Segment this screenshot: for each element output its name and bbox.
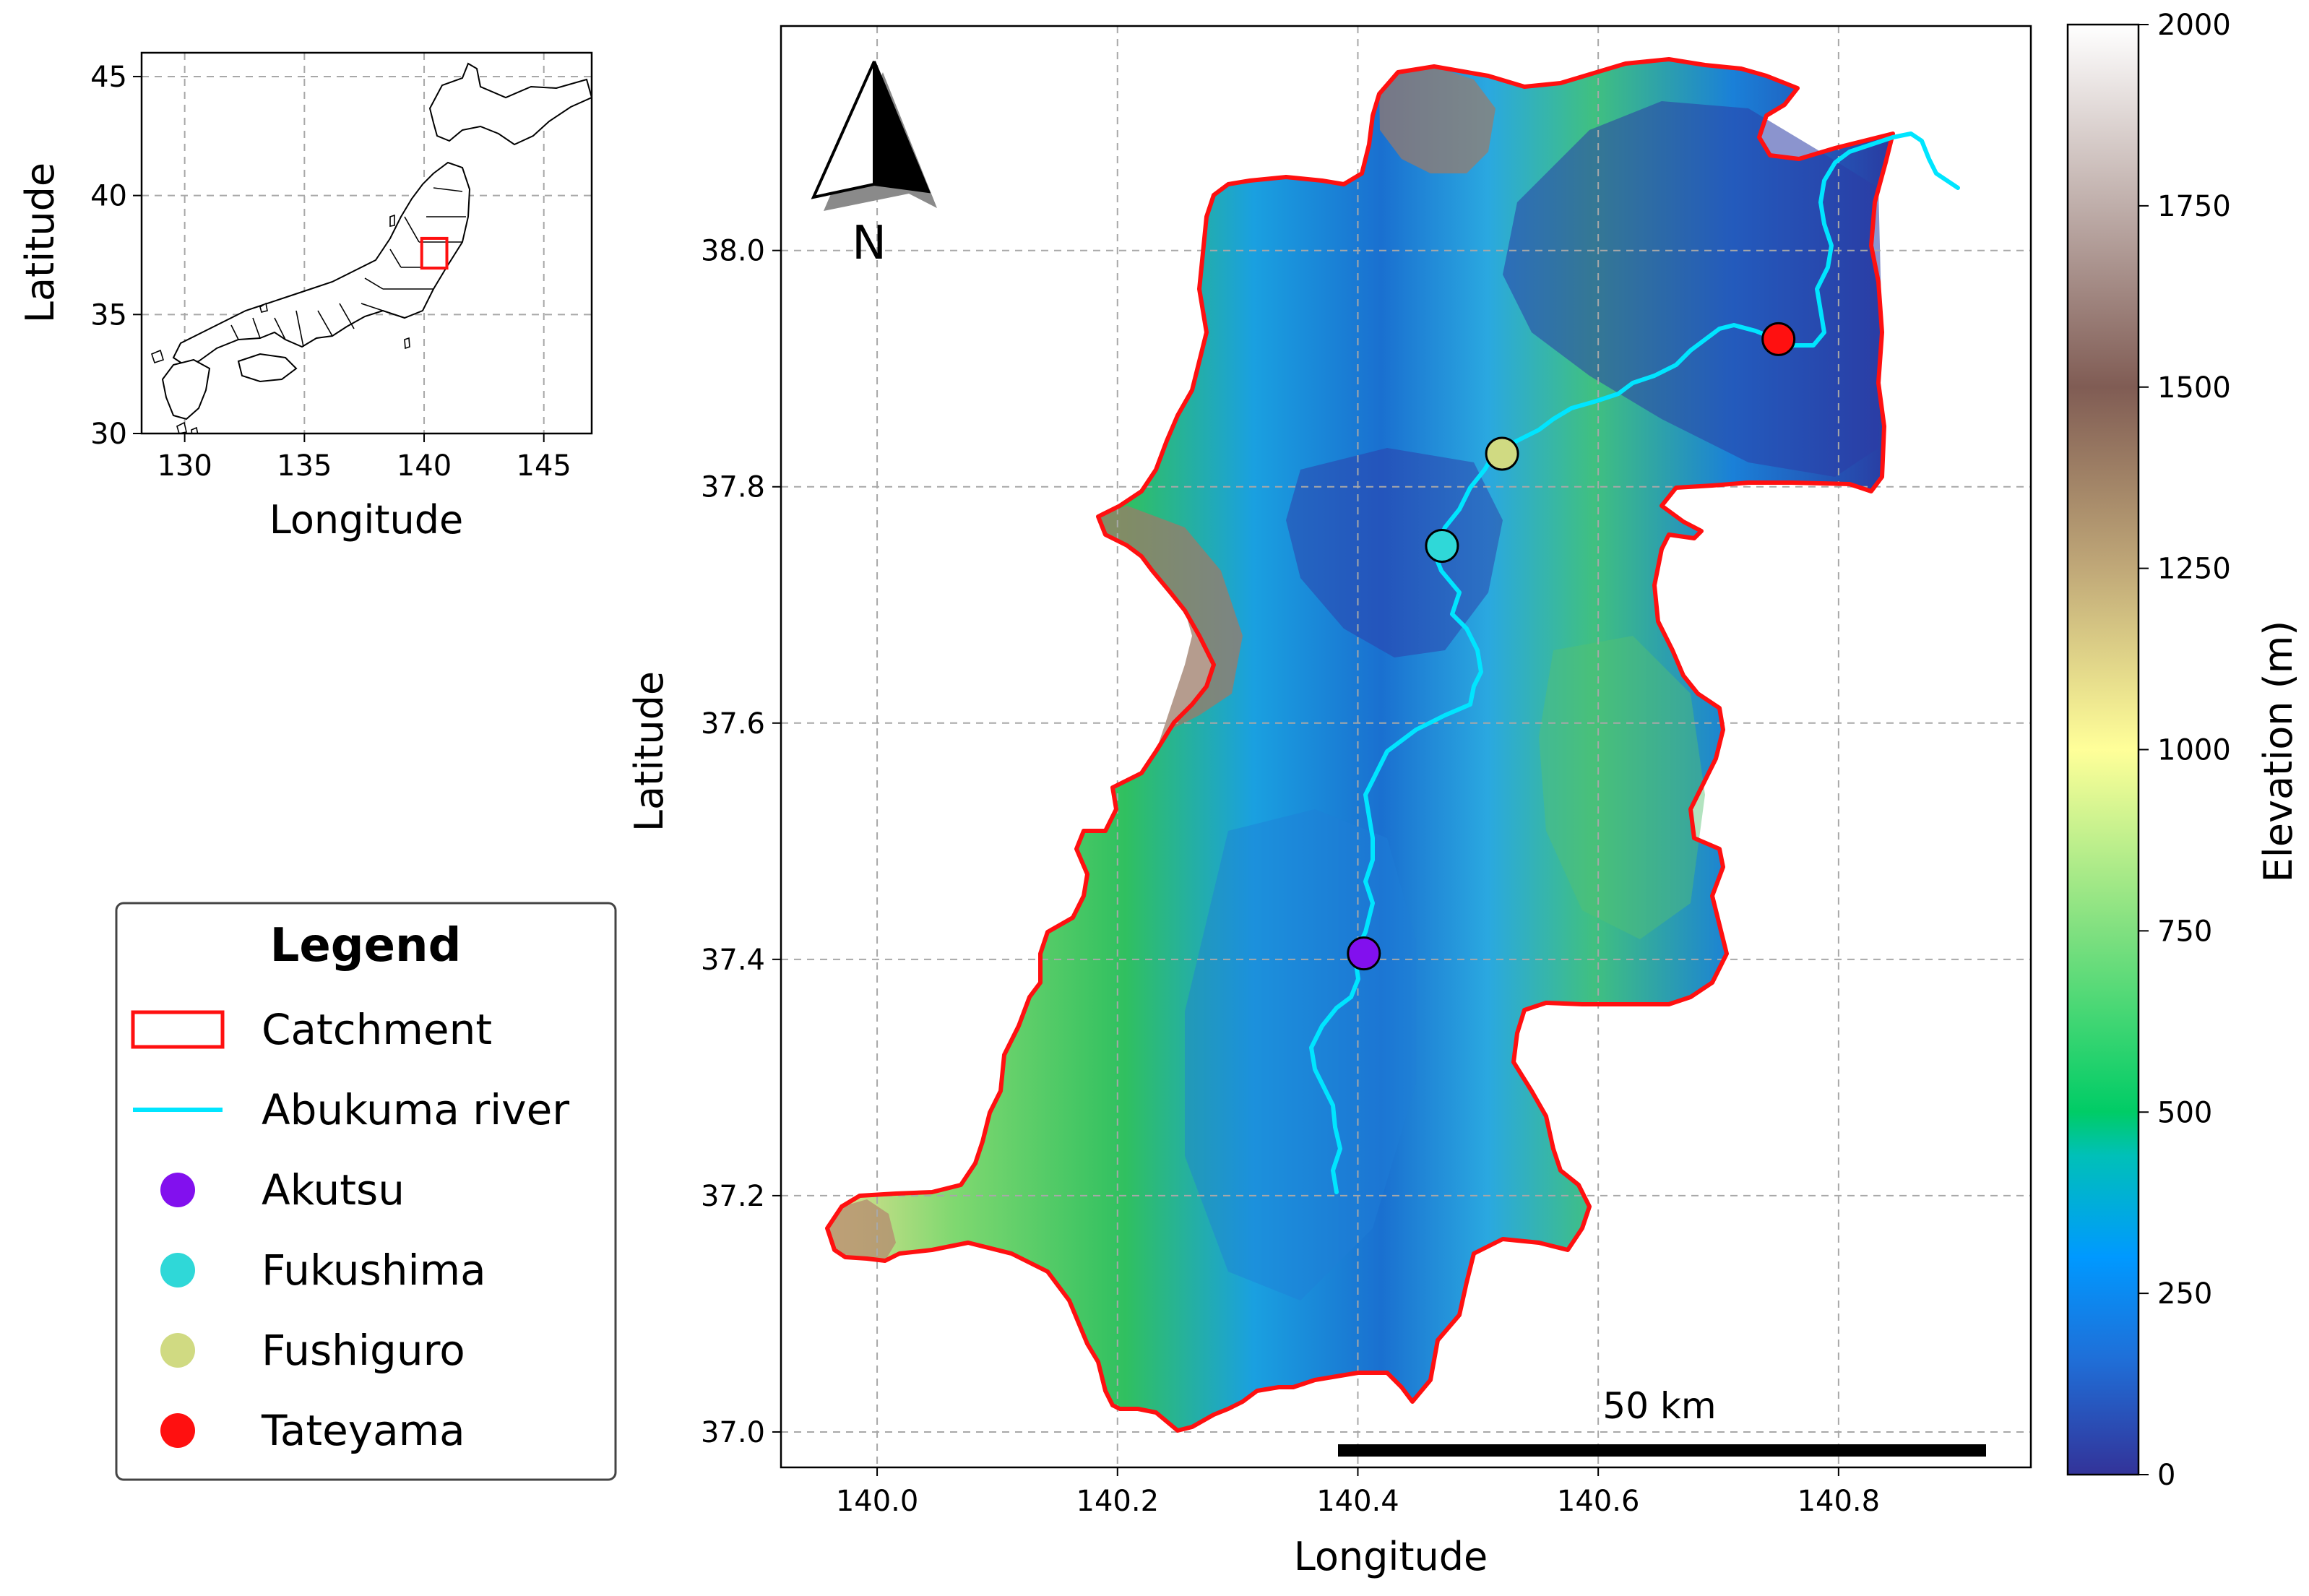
legend-swatch-fushiguro	[160, 1333, 195, 1368]
japan-outline	[151, 62, 592, 433]
colorbar-tick-label: 1750	[2157, 190, 2231, 223]
shikoku-shape	[237, 353, 298, 383]
main-ylabel: Latitude	[626, 671, 672, 832]
colorbar-tick-label: 250	[2157, 1277, 2212, 1311]
main-map: N 50 km 140.0 140.2 140.4 140.6 140.8 37.0 37.…	[626, 25, 2032, 1579]
legend-swatch-catchment	[131, 1010, 225, 1049]
colorbar-tick-label: 1000	[2157, 734, 2231, 767]
legend-items: Catchment Abukuma river Akutsu Fukushima Fus…	[131, 1005, 569, 1455]
main-grid	[781, 26, 2031, 1467]
catchment-east-highland	[1539, 636, 1705, 939]
inset-ytick-label: 40	[90, 180, 127, 213]
gauge-point-tateyama	[1761, 322, 1796, 356]
catchment-dem	[827, 59, 1893, 1431]
inset-xtick-label: 140	[397, 449, 452, 483]
main-xtick-label: 140.4	[1316, 1485, 1399, 1518]
colorbar-tick-label: 0	[2157, 1459, 2175, 1492]
inset-highlight-box	[420, 236, 449, 270]
inset-xlabel: Longitude	[269, 497, 464, 543]
gauge-point-fukushima	[1425, 529, 1459, 564]
legend-swatch-akutsu	[160, 1173, 195, 1207]
scale-bar-line	[1338, 1444, 1986, 1457]
main-ytick-label: 37.2	[701, 1180, 765, 1213]
gauge-point-fushiguro	[1485, 436, 1519, 471]
hokkaido-shape	[428, 62, 592, 146]
scale-bar-label: 50 km	[1602, 1385, 1716, 1427]
main-ytick-label: 37.0	[701, 1416, 765, 1449]
catchment-high-west	[1098, 506, 1243, 751]
inset-ylabel: Latitude	[17, 163, 63, 323]
main-frame	[780, 25, 2032, 1469]
gauge-points	[1347, 322, 1796, 971]
legend-title: Legend	[270, 919, 462, 972]
colorbar-ramp	[2066, 23, 2140, 1476]
main-ytick-label: 37.8	[701, 471, 765, 504]
inset-ytick-label: 35	[90, 298, 127, 332]
legend-swatch-tateyama	[160, 1413, 195, 1448]
colorbar: 0 250 500 750 1000 1250 1500 1750 2000 Elevation…	[2066, 9, 2301, 1492]
north-arrow-right	[873, 61, 931, 194]
colorbar-tick-label: 500	[2157, 1096, 2212, 1129]
kyushu-shape	[161, 358, 211, 420]
inset-ytick-label: 30	[90, 418, 127, 451]
inset-xtick-label: 145	[517, 449, 571, 483]
inset-map: 130 135 140 145 30 35 40 45 Longitude Latitude	[17, 51, 593, 543]
north-arrow-label: N	[852, 217, 886, 270]
inset-xtick-label: 135	[277, 449, 332, 483]
legend-label-tateyama: Tateyama	[261, 1406, 465, 1455]
legend-swatch-fukushima	[160, 1253, 195, 1287]
inset-ytick-label: 45	[90, 61, 127, 94]
catchment-basin-center	[1286, 448, 1503, 657]
legend-label-fushiguro: Fushiguro	[262, 1326, 465, 1375]
colorbar-ticks: 0 250 500 750 1000 1250 1500 1750 2000	[2138, 9, 2231, 1492]
main-ytick-label: 37.4	[701, 944, 765, 977]
colorbar-tick-label: 750	[2157, 915, 2212, 948]
legend-label-fukushima: Fukushima	[262, 1246, 486, 1295]
catchment-high-north	[1379, 66, 1496, 173]
main-ytick-label: 37.6	[701, 707, 765, 741]
colorbar-tick-label: 2000	[2157, 9, 2231, 42]
honshu-shape	[172, 161, 471, 366]
colorbar-tick-label: 1500	[2157, 371, 2231, 405]
main-xtick-label: 140.2	[1076, 1485, 1160, 1518]
legend: Legend Catchment Abukuma river Akutsu Fukus…	[115, 902, 617, 1481]
inset-xtick-label: 130	[157, 449, 212, 483]
legend-label-abukuma-river: Abukuma river	[262, 1085, 569, 1134]
colorbar-tick-label: 1250	[2157, 553, 2231, 586]
legend-label-akutsu: Akutsu	[262, 1165, 405, 1215]
main-xtick-label: 140.6	[1557, 1485, 1640, 1518]
legend-frame	[115, 902, 617, 1481]
scale-bar: 50 km	[1338, 1385, 1986, 1457]
inset-ticks: 130 135 140 145 30 35 40 45	[90, 61, 571, 483]
catchment-southwest-high	[827, 1199, 896, 1261]
main-ytick-label: 38.0	[701, 235, 765, 268]
inset-frame	[140, 51, 593, 435]
catchment-outline	[825, 57, 1895, 1433]
main-ticks: 140.0 140.2 140.4 140.6 140.8 37.0 37.2 37.4 37.…	[701, 235, 1880, 1518]
main-xtick-label: 140.8	[1797, 1485, 1881, 1518]
colorbar-label: Elevation (m)	[2256, 621, 2301, 883]
legend-label-catchment: Catchment	[262, 1005, 492, 1054]
gauge-point-akutsu	[1347, 936, 1381, 971]
north-arrow-left	[811, 61, 876, 199]
north-arrow: N	[811, 61, 937, 270]
main-xlabel: Longitude	[1294, 1534, 1488, 1579]
islands	[151, 214, 410, 433]
main-xtick-label: 140.0	[836, 1485, 919, 1518]
